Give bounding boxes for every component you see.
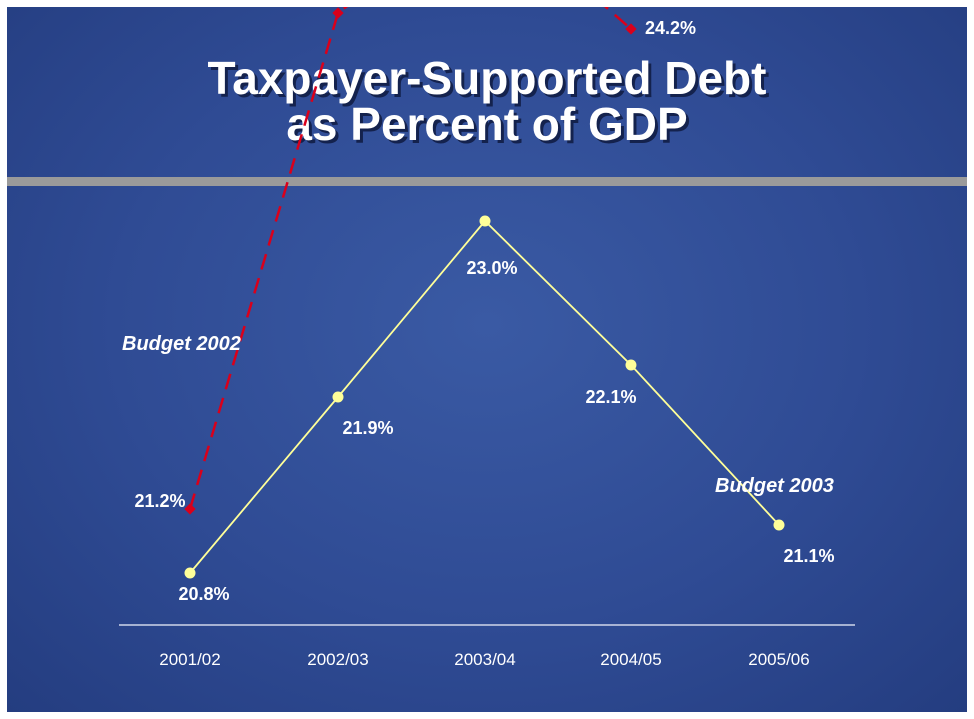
x-tick-label-2005-06: 2005/06 <box>748 650 809 669</box>
slide: Taxpayer-Supported Debt as Percent of GD… <box>7 7 967 712</box>
marker-budget-2002-0 <box>184 503 196 515</box>
marker-budget-2003-0 <box>184 567 196 579</box>
x-tick-label-2001-02: 2001/02 <box>159 650 220 669</box>
marker-budget-2002-1 <box>332 7 344 19</box>
series-line-budget-2002 <box>188 7 632 510</box>
line-chart: 2001/02 2002/03 2003/04 2004/05 2005/06 21.2%… <box>119 7 855 669</box>
title-line-2: as Percent of GDP <box>286 98 688 150</box>
data-label-budget-2003-0: 20.8% <box>178 584 229 604</box>
data-label-budget-2003-2: 23.0% <box>466 258 517 278</box>
marker-budget-2003-4 <box>773 519 785 531</box>
series-label-budget-2002: Budget 2002 <box>122 333 241 355</box>
data-label-budget-2003-4: 21.1% <box>783 546 834 566</box>
marker-budget-2003-3 <box>625 359 637 371</box>
title-line-1: Taxpayer-Supported Debt <box>207 52 767 104</box>
x-tick-label-2004-05: 2004/05 <box>600 650 661 669</box>
data-label-budget-2002-0: 21.2% <box>134 491 185 511</box>
title-divider <box>7 177 967 186</box>
marker-budget-2003-1 <box>332 391 344 403</box>
x-tick-label-2003-04: 2003/04 <box>454 650 515 669</box>
page-title: Taxpayer-Supported Debt as Percent of GD… <box>7 55 967 147</box>
data-label-budget-2003-3: 22.1% <box>585 387 636 407</box>
series-label-budget-2003: Budget 2003 <box>715 475 834 497</box>
marker-budget-2003-2 <box>479 215 491 227</box>
data-label-budget-2003-1: 21.9% <box>342 418 393 438</box>
x-tick-label-2002-03: 2002/03 <box>307 650 368 669</box>
data-label-budget-2002-3: 24.2% <box>645 18 696 38</box>
